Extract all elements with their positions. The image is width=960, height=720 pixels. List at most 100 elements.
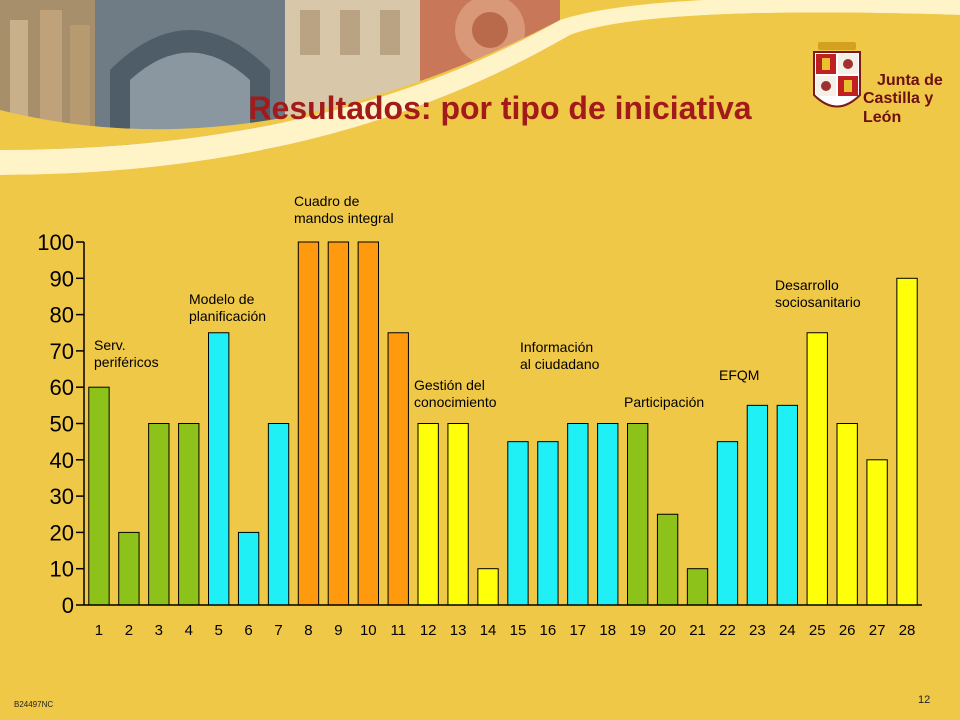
x-tick-label: 26 — [839, 622, 856, 639]
x-tick-label: 28 — [899, 622, 916, 639]
header-wave — [0, 0, 960, 150]
bar — [507, 441, 529, 606]
bar — [806, 332, 828, 606]
bar — [866, 459, 888, 606]
coat-of-arms-icon — [813, 42, 861, 108]
bar — [237, 531, 260, 606]
x-tick-label: 6 — [244, 622, 252, 639]
bar — [686, 568, 709, 606]
annotation-line: Gestión del — [414, 377, 485, 393]
bar — [297, 241, 320, 606]
x-tick-label: 13 — [450, 622, 467, 639]
logo-line-1: Junta de — [877, 72, 943, 89]
x-tick-label: 22 — [719, 622, 736, 639]
y-tick-label: 50 — [50, 412, 74, 437]
annotation-line: Cuadro de — [294, 193, 360, 209]
x-tick-label: 20 — [659, 622, 676, 639]
x-tick-label: 19 — [629, 622, 646, 639]
x-tick-label: 14 — [480, 622, 497, 639]
bar — [597, 423, 619, 606]
bar — [567, 423, 589, 606]
x-tick-label: 18 — [599, 622, 616, 639]
y-tick-label: 100 — [37, 230, 74, 255]
x-tick-label: 27 — [869, 622, 886, 639]
bar — [357, 241, 379, 606]
annotation-line: Modelo de — [189, 291, 255, 307]
bar — [447, 423, 469, 606]
y-tick-label: 20 — [50, 520, 74, 545]
annotations: Serv. periféricos Modelo de planificación Cu… — [94, 193, 861, 410]
bar — [88, 386, 110, 606]
bar — [537, 441, 559, 606]
bar — [716, 441, 739, 606]
annotation-line: EFQM — [719, 367, 759, 383]
y-tick-label: 10 — [50, 557, 74, 582]
x-tick-label: 17 — [569, 622, 586, 639]
x-tick-label: 5 — [215, 622, 223, 639]
slide-code: B24497NC — [14, 700, 54, 709]
x-tick-label: 10 — [360, 622, 377, 639]
y-tick-label: 40 — [50, 448, 74, 473]
annotation-line: Información — [520, 339, 593, 355]
bar — [208, 332, 230, 606]
bar — [746, 404, 769, 606]
bar — [776, 404, 798, 606]
annotation-line: Desarrollo — [775, 277, 839, 293]
annotation-line: mandos integral — [294, 210, 394, 226]
x-tick-label: 21 — [689, 622, 706, 639]
x-tick-label: 15 — [510, 622, 527, 639]
annotation-label: Desarrollo sociosanitario — [775, 277, 861, 310]
x-tick-label: 16 — [540, 622, 557, 639]
x-tick-label: 4 — [185, 622, 193, 639]
x-tick-label: 25 — [809, 622, 826, 639]
annotation-label: Modelo de planificación — [189, 291, 266, 324]
annotation-label: EFQM — [719, 367, 759, 383]
x-tick-label: 24 — [779, 622, 796, 639]
y-tick-label: 60 — [50, 375, 74, 400]
annotation-line: al ciudadano — [520, 356, 600, 372]
y-tick-label: 0 — [62, 593, 74, 618]
bar — [118, 531, 140, 606]
annotation-label: Participación — [624, 394, 704, 410]
x-axis-labels: 1 2 3 4 5 6 7 8 9 10 11 12 13 14 15 16 17 18 19 20 21 22 23 24 2… — [95, 622, 916, 639]
annotation-label: Gestión del conocimiento — [414, 377, 497, 410]
annotation-line: periféricos — [94, 354, 159, 370]
x-tick-label: 23 — [749, 622, 766, 639]
bar — [387, 332, 409, 606]
bar — [896, 277, 918, 606]
x-tick-label: 11 — [390, 622, 406, 639]
y-tick-label: 30 — [50, 484, 74, 509]
x-tick-label: 7 — [274, 622, 282, 639]
y-tick-label: 80 — [50, 303, 74, 328]
x-tick-label: 3 — [155, 622, 163, 639]
annotation-label: Información al ciudadano — [520, 339, 600, 372]
bars — [88, 241, 918, 606]
page-title: Resultados: por tipo de iniciativa — [248, 90, 752, 126]
bar — [148, 423, 170, 606]
x-tick-label: 1 — [95, 622, 103, 639]
annotation-label: Serv. periféricos — [94, 337, 159, 370]
bar — [477, 568, 499, 606]
annotation-line: sociosanitario — [775, 294, 861, 310]
logo-text: Junta de Castilla y León — [863, 72, 960, 127]
bar — [836, 423, 858, 606]
bar — [267, 423, 290, 606]
bar — [178, 423, 200, 606]
x-tick-label: 12 — [420, 622, 437, 639]
x-tick-label: 8 — [304, 622, 312, 639]
annotation-line: planificación — [189, 308, 266, 324]
bar — [627, 423, 649, 606]
annotation-label: Cuadro de mandos integral — [294, 193, 394, 226]
annotation-line: conocimiento — [414, 394, 497, 410]
x-tick-label: 9 — [334, 622, 342, 639]
bar — [327, 241, 350, 606]
y-tick-label: 90 — [50, 266, 74, 291]
x-tick-label: 2 — [125, 622, 133, 639]
y-axis: 0 10 20 30 40 50 60 70 80 90 100 — [37, 230, 84, 618]
page-number: 12 — [918, 694, 931, 706]
y-tick-label: 70 — [50, 339, 74, 364]
bar — [417, 423, 439, 606]
annotation-line: Serv. — [94, 337, 126, 353]
